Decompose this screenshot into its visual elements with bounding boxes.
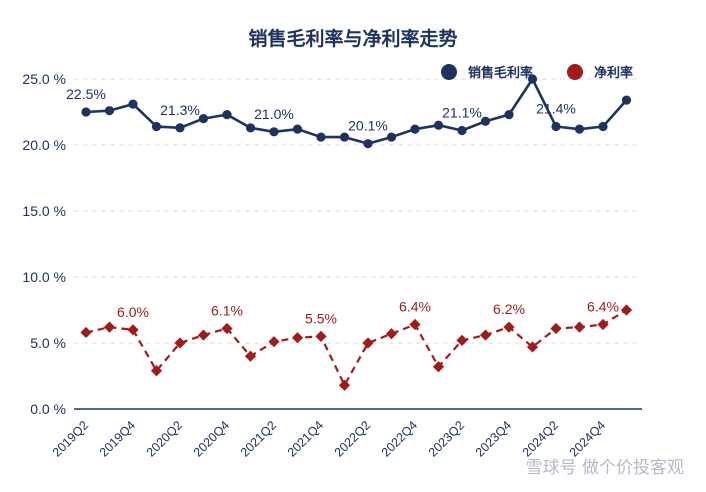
y-tick-label: 5.0 % [30, 335, 66, 351]
data-point-gross-margin [433, 120, 444, 130]
data-point-gross-margin [175, 123, 185, 133]
data-point-gross-margin [222, 110, 232, 120]
x-tick-label: 2019Q4 [97, 418, 138, 459]
data-point-gross-margin [104, 106, 115, 116]
legend-marker-net-margin [567, 64, 583, 80]
data-point-gross-margin [269, 127, 279, 137]
data-point-net-margin [315, 330, 327, 342]
data-label-gross-margin: 21.4% [536, 101, 576, 117]
x-tick-label: 2020Q2 [144, 418, 185, 459]
data-point-gross-margin [410, 124, 420, 134]
data-point-gross-margin [128, 99, 138, 109]
data-point-net-margin [127, 324, 139, 336]
data-point-net-margin [221, 322, 233, 335]
data-point-gross-margin [292, 124, 303, 134]
data-point-gross-margin [598, 121, 608, 132]
y-tick-label: 20.0 % [22, 137, 66, 153]
data-point-gross-margin [480, 116, 491, 126]
x-tick-label: 2021Q4 [285, 418, 326, 459]
data-point-net-margin [456, 334, 468, 346]
data-point-gross-margin [574, 124, 585, 134]
legend: 销售毛利率 净利率 [441, 64, 633, 81]
y-tick-label: 10.0 % [22, 269, 66, 285]
data-label-gross-margin: 21.0% [254, 106, 294, 122]
grid-lines [74, 78, 642, 344]
data-point-net-margin [268, 336, 280, 348]
data-label-gross-margin: 21.1% [442, 104, 482, 120]
data-point-net-margin [150, 365, 163, 377]
y-tick-label: 0.0 % [30, 401, 66, 417]
x-tick-label: 2020Q4 [191, 418, 232, 459]
data-label-gross-margin: 21.3% [160, 102, 200, 118]
data-point-net-margin [432, 361, 445, 373]
data-point-gross-margin [316, 132, 326, 142]
data-point-net-margin [620, 304, 633, 316]
data-point-net-margin [503, 321, 515, 333]
data-point-net-margin [174, 337, 186, 349]
data-point-gross-margin [245, 123, 256, 133]
data-point-gross-margin [551, 121, 561, 132]
data-point-gross-margin [363, 139, 373, 149]
data-point-net-margin [597, 318, 609, 331]
x-tick-label: 2021Q2 [238, 418, 279, 459]
data-label-net-margin: 6.1% [211, 302, 243, 318]
data-point-net-margin [244, 350, 257, 362]
y-tick-label: 25.0 % [22, 71, 66, 87]
data-point-gross-margin [621, 95, 632, 105]
x-tick-label: 2023Q4 [473, 418, 514, 459]
data-label-net-margin: 5.5% [305, 310, 337, 326]
legend-label-gross-margin: 销售毛利率 [468, 65, 533, 81]
series-line-net-margin [85, 309, 628, 388]
series-gross-margin [81, 74, 632, 149]
x-tick-label: 2019Q2 [50, 418, 91, 459]
data-point-net-margin [80, 326, 92, 339]
x-tick-label: 2023Q2 [426, 418, 467, 459]
data-point-net-margin [103, 321, 116, 333]
data-point-net-margin [362, 337, 374, 349]
data-label-net-margin: 6.4% [587, 299, 619, 315]
data-point-net-margin [550, 322, 562, 335]
data-label-net-margin: 6.2% [493, 301, 525, 317]
x-tick-label: 2022Q2 [332, 418, 373, 459]
data-point-net-margin [526, 341, 539, 353]
data-point-gross-margin [339, 132, 350, 142]
data-point-gross-margin [386, 132, 397, 142]
y-axis: 0.0 % 5.0 % 10.0 % 15.0 % 20.0 % 25.0 % [22, 71, 66, 417]
legend-marker-gross-margin [441, 64, 457, 80]
legend-label-net-margin: 净利率 [594, 65, 633, 81]
watermark: 雪球号 做个价投客观 [526, 458, 684, 478]
data-point-gross-margin [81, 107, 91, 117]
data-point-gross-margin [198, 114, 209, 124]
legend-item-gross-margin: 销售毛利率 [441, 64, 533, 81]
data-point-net-margin [338, 379, 351, 391]
data-labels: 22.5% 21.3% 21.0% 20.1% 21.1% 21.4% 6.0% 6.1% 5.… [66, 86, 619, 326]
data-point-gross-margin [504, 110, 514, 120]
data-point-net-margin [197, 329, 210, 341]
data-point-net-margin [385, 328, 398, 340]
x-tick-label: 2024Q4 [567, 418, 608, 459]
data-point-gross-margin [151, 121, 162, 132]
data-point-net-margin [409, 318, 421, 331]
chart-title: 销售毛利率与净利率走势 [248, 27, 457, 50]
data-point-net-margin [479, 329, 492, 341]
data-point-gross-margin [527, 74, 538, 84]
x-axis: 2019Q2 2019Q4 2020Q2 2020Q4 2021Q2 2021Q4 2022… [50, 418, 608, 459]
data-point-gross-margin [457, 125, 467, 136]
data-point-net-margin [573, 321, 586, 333]
series-net-margin [80, 304, 633, 391]
data-label-net-margin: 6.4% [399, 299, 431, 315]
data-label-gross-margin: 22.5% [66, 86, 106, 102]
data-label-gross-margin: 20.1% [348, 118, 388, 134]
legend-item-net-margin: 净利率 [567, 64, 633, 81]
x-tick-label: 2024Q2 [520, 418, 561, 459]
data-label-net-margin: 6.0% [117, 304, 149, 320]
y-tick-label: 15.0 % [22, 203, 66, 219]
data-point-net-margin [291, 332, 304, 344]
x-tick-label: 2022Q4 [379, 418, 420, 459]
